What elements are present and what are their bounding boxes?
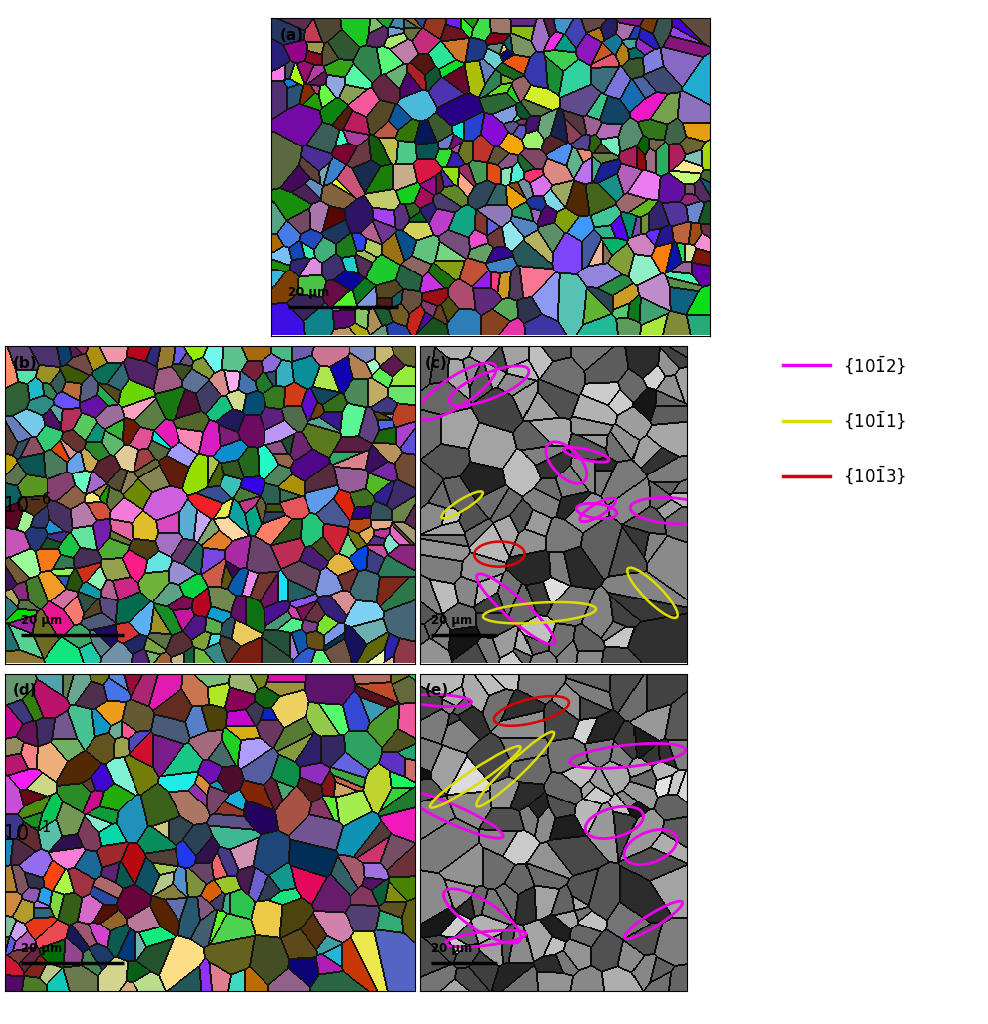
Text: (b): (b) xyxy=(13,355,38,371)
Text: 20 μm: 20 μm xyxy=(431,942,471,954)
Legend: $\{10\bar{1}2\}$, $\{10\bar{1}1\}$, $\{10\bar{1}3\}$: $\{10\bar{1}2\}$, $\{10\bar{1}1\}$, $\{1… xyxy=(783,353,906,486)
Text: 20 μm: 20 μm xyxy=(288,287,329,299)
Text: (e): (e) xyxy=(425,683,450,698)
Text: 20 μm: 20 μm xyxy=(22,614,62,627)
Text: (c): (c) xyxy=(425,355,448,371)
Text: $10^{-6}$: $10^{-6}$ xyxy=(2,493,51,517)
Text: (a): (a) xyxy=(280,28,303,43)
Text: 20 μm: 20 μm xyxy=(431,614,471,627)
Text: 20 μm: 20 μm xyxy=(22,942,62,954)
Text: (d): (d) xyxy=(13,683,38,698)
Text: $10^{-1}$: $10^{-1}$ xyxy=(2,820,50,845)
